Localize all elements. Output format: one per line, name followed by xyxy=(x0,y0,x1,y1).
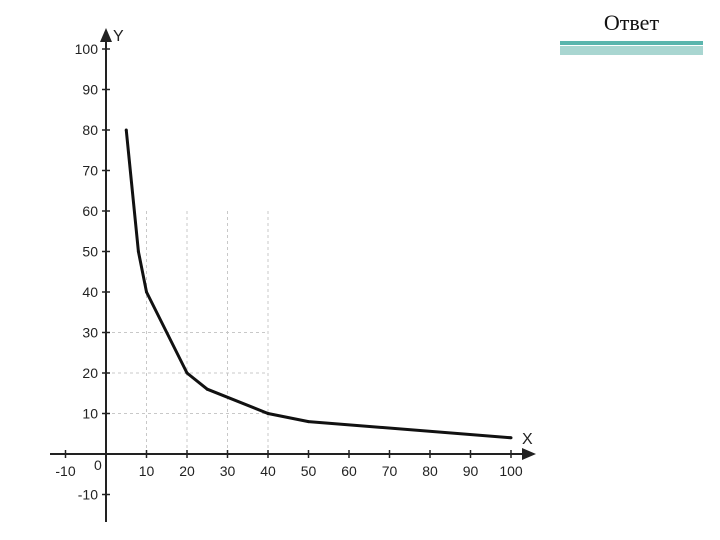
answer-underline-bottom xyxy=(560,46,703,55)
y-tick-label: 30 xyxy=(82,325,98,341)
x-tick-label: 60 xyxy=(341,463,357,479)
y-tick-label: 90 xyxy=(82,82,98,98)
data-point xyxy=(185,371,189,375)
origin-label: 0 xyxy=(94,457,102,473)
answer-label: Ответ xyxy=(603,10,660,35)
x-tick-label: 40 xyxy=(260,463,276,479)
x-tick-label: 20 xyxy=(179,463,195,479)
y-tick-label: 40 xyxy=(82,284,98,300)
data-point xyxy=(509,436,513,440)
y-axis-label: Y xyxy=(113,28,124,45)
data-point xyxy=(124,128,128,132)
x-tick-label: 80 xyxy=(422,463,438,479)
data-point xyxy=(266,412,270,415)
x-tick-label: 30 xyxy=(220,463,236,479)
x-tick-label: 90 xyxy=(463,463,479,479)
y-tick-label: 50 xyxy=(82,244,98,260)
y-tick-label: -10 xyxy=(78,487,98,503)
answer-underline-top xyxy=(560,41,703,45)
y-tick-label: 100 xyxy=(75,41,99,57)
data-point xyxy=(205,387,209,391)
y-axis-arrow xyxy=(100,28,112,42)
y-tick-label: 10 xyxy=(82,406,98,422)
x-axis-arrow xyxy=(522,448,536,460)
x-tick-label: 100 xyxy=(499,463,523,479)
x-tick-label: -10 xyxy=(55,463,75,479)
answer-header: Ответ xyxy=(560,8,703,55)
series-line-0 xyxy=(124,129,512,440)
x-tick-label: 10 xyxy=(139,463,155,479)
ticks: -10 10 20 30 40 50 60 70 80 90 1001009080706050403… xyxy=(55,41,523,503)
x-tick-label: 70 xyxy=(382,463,398,479)
y-tick-label: 70 xyxy=(82,163,98,179)
data-point xyxy=(145,290,148,294)
data-point xyxy=(136,250,140,253)
y-tick-label: 20 xyxy=(82,365,98,381)
answer-underline xyxy=(560,41,703,55)
data-point xyxy=(307,420,310,424)
y-tick-label: 80 xyxy=(82,122,98,138)
axes xyxy=(50,28,536,522)
y-tick-label: 60 xyxy=(82,203,98,219)
x-axis-label: X xyxy=(522,431,533,448)
x-tick-label: 50 xyxy=(301,463,317,479)
series-group xyxy=(124,128,513,440)
grid xyxy=(106,211,269,454)
